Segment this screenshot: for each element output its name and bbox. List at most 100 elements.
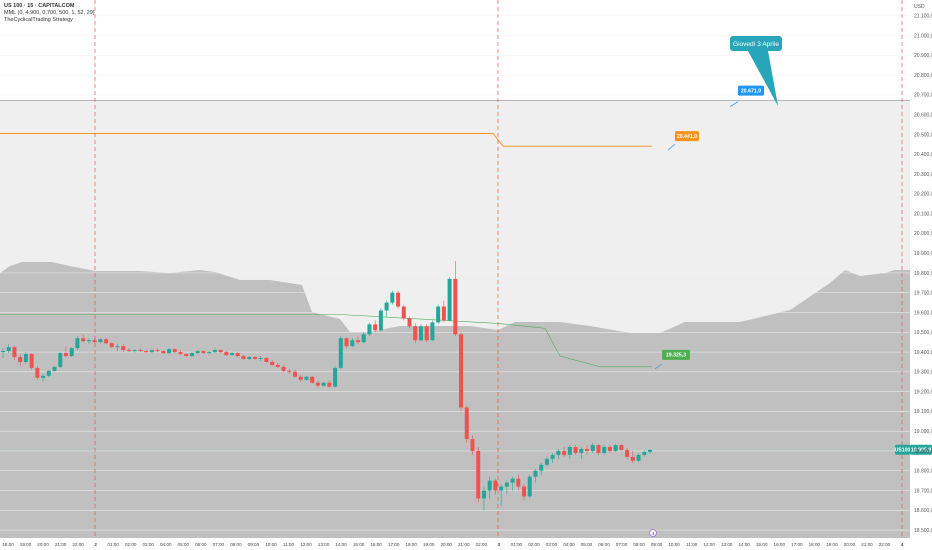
candle — [378, 310, 383, 331]
x-tick-label: 03:00 — [142, 542, 154, 547]
candle — [373, 324, 378, 331]
candle — [401, 306, 406, 319]
dark-zone — [0, 262, 910, 538]
x-tick-label: 19:00 — [20, 542, 32, 547]
candle — [144, 351, 149, 353]
candle — [224, 352, 229, 356]
x-tick-label: 02:00 — [528, 542, 540, 547]
y-tick-label: 18.600,0 — [914, 508, 932, 514]
x-tick-label: 13:00 — [318, 542, 330, 547]
candle — [430, 322, 435, 341]
candle — [92, 340, 97, 343]
x-tick-label: 17:00 — [791, 542, 803, 547]
x-tick-label: 20:00 — [37, 542, 49, 547]
orange-level-tag[interactable]: 20.441,0 — [675, 131, 699, 142]
y-tick-label: 19.300,0 — [914, 370, 932, 376]
candle — [562, 450, 567, 455]
candle — [298, 376, 303, 380]
candle — [493, 480, 498, 491]
candle — [52, 366, 57, 371]
y-tick-label: 19.800,0 — [914, 271, 932, 277]
x-tick-label: 04:00 — [160, 542, 172, 547]
candle — [367, 324, 372, 335]
candle — [436, 306, 441, 323]
green-tag-pointer — [654, 363, 663, 370]
y-tick-label: 21.100,0 — [914, 14, 932, 20]
candle — [235, 353, 240, 357]
candle — [264, 358, 269, 362]
strategy-label[interactable]: TheCyclicalTrading Strategy — [4, 17, 73, 23]
x-tick-label: 22:00 — [72, 542, 84, 547]
x-tick-label: 14:00 — [335, 542, 347, 547]
candle — [418, 326, 423, 341]
current-price-tag[interactable]: 18.905,9 — [910, 444, 932, 455]
x-tick-label: 13:00 — [721, 542, 733, 547]
orange-level-line — [0, 133, 652, 147]
candle — [424, 326, 429, 341]
candle — [344, 338, 349, 347]
candle — [396, 292, 401, 307]
candle — [149, 350, 154, 353]
upper-level-tag[interactable]: 20.671,0 — [738, 85, 764, 96]
y-tick-label: 19.600,0 — [914, 310, 932, 316]
y-tick-label: 18.800,0 — [914, 469, 932, 475]
candle — [556, 450, 561, 455]
candle — [69, 348, 74, 357]
y-tick-label: 20.800,0 — [914, 73, 932, 79]
chart-legend: US 100 · 15 · CAPITALCOM MML (0, 4.900, … — [4, 3, 95, 24]
x-tick-label: 18:00 — [2, 542, 14, 547]
green-level-tag[interactable]: 19.325,3 — [662, 349, 690, 360]
candle — [293, 371, 298, 377]
candle — [161, 351, 166, 354]
x-tick-label: 20:00 — [440, 542, 452, 547]
green-level-tag-box — [662, 349, 690, 360]
candle — [602, 447, 607, 453]
candle — [75, 338, 80, 349]
candle — [361, 334, 366, 343]
y-tick-label: 20.400,0 — [914, 152, 932, 158]
candle — [270, 361, 275, 365]
x-tick-label: 16:00 — [774, 542, 786, 547]
candle — [636, 454, 641, 461]
candle — [81, 338, 86, 342]
candle — [41, 375, 46, 378]
candle — [453, 278, 458, 335]
indicator-label[interactable]: MML (0, 4.900, 0.700, 500, 1, 52, 29) — [4, 10, 95, 16]
x-tick-label: 16:00 — [370, 542, 382, 547]
y-tick-label: 21.000,0 — [914, 33, 932, 39]
y-tick-label: 18.500,0 — [914, 528, 932, 534]
y-tick-label: 18.700,0 — [914, 488, 932, 494]
symbol-title[interactable]: US 100 · 15 · CAPITALCOM — [4, 3, 75, 9]
candle — [126, 350, 131, 352]
candle — [459, 334, 464, 408]
x-tick-label: 19:00 — [423, 542, 435, 547]
candle — [464, 407, 469, 440]
green-level-line — [0, 314, 652, 368]
candle — [178, 352, 183, 355]
x-tick-label: 09:00 — [248, 542, 260, 547]
x-tick-label: 06:00 — [195, 542, 207, 547]
candle — [510, 478, 515, 483]
current-symbol-tag[interactable]: US100 — [895, 444, 911, 455]
candle — [115, 346, 120, 348]
candle — [413, 326, 418, 341]
candle — [333, 367, 338, 387]
candle — [596, 445, 601, 453]
candle — [275, 364, 280, 367]
x-tick-label: 11:00 — [686, 542, 698, 547]
y-tick-label: 20.100,0 — [914, 211, 932, 217]
current-symbol-tag-text: US100 — [895, 448, 911, 454]
candle — [447, 278, 452, 321]
x-tick-label: 15:00 — [353, 542, 365, 547]
upper-level-tag-text: 20.671,0 — [741, 88, 761, 94]
x-tick-label: 01:00 — [511, 542, 523, 547]
candle — [104, 339, 109, 344]
event-marker[interactable]: 4 — [649, 529, 657, 537]
candle — [441, 306, 446, 321]
date-callout[interactable]: Giovedì 3 Aprile — [730, 36, 782, 106]
x-tick-label: 21:00 — [861, 542, 873, 547]
candle — [212, 350, 217, 353]
candle — [109, 343, 114, 348]
orange-tag-pointer — [667, 143, 676, 151]
